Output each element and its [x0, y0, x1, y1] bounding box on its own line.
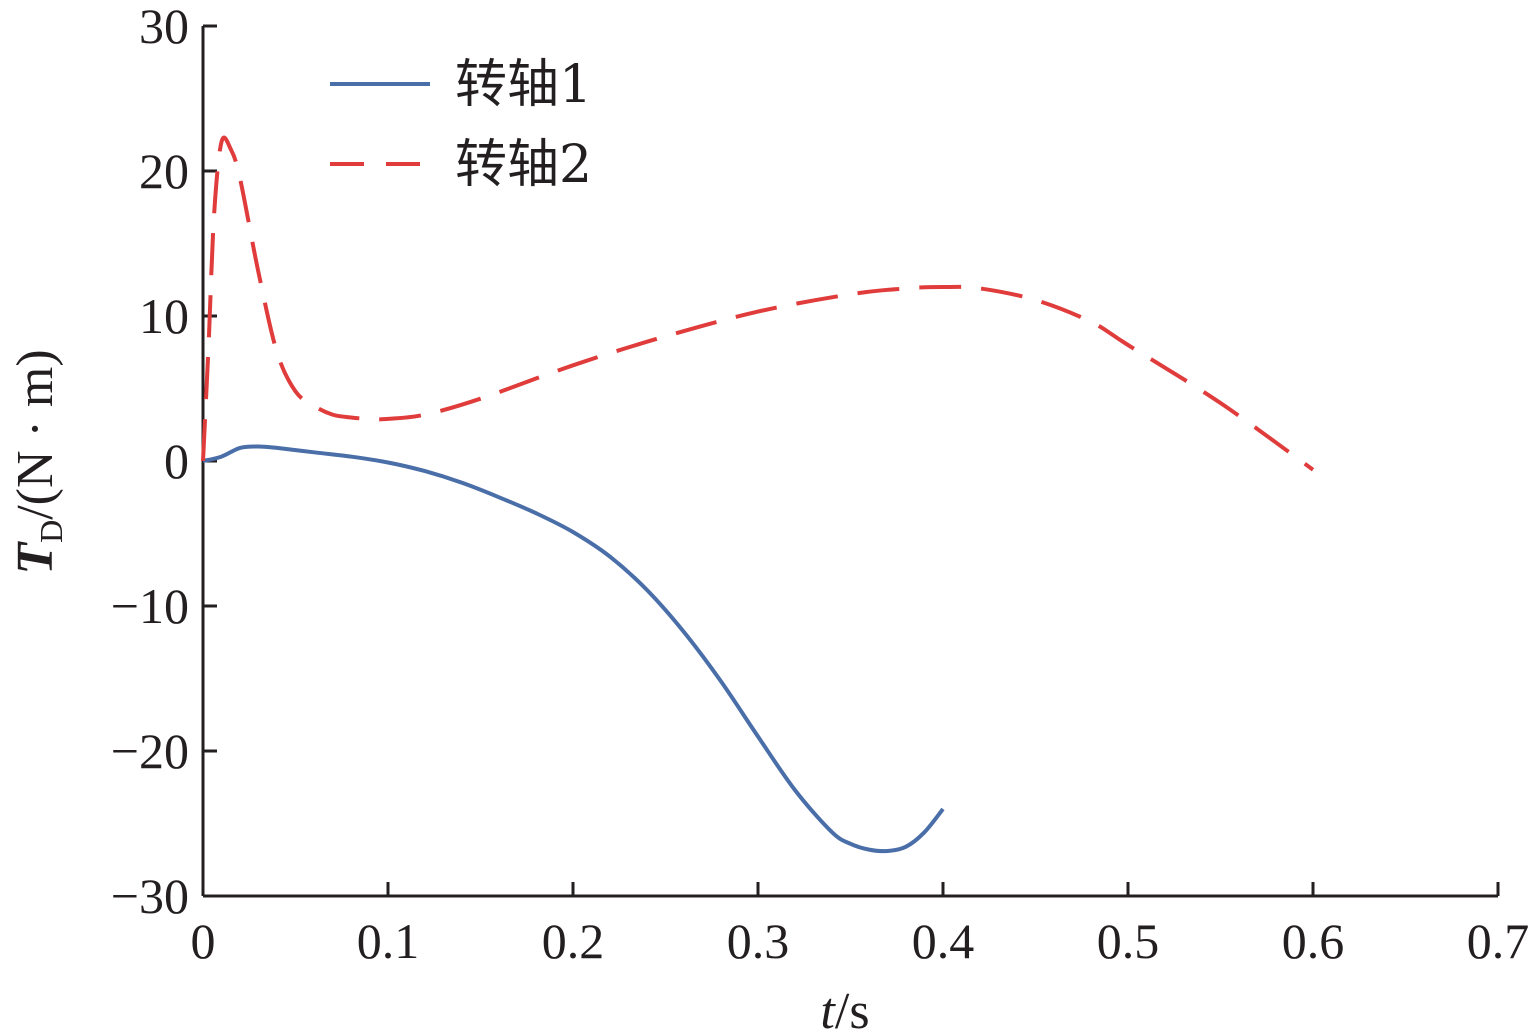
- y-tick-label: 10: [139, 288, 189, 344]
- x-axis-title-italic: t: [820, 983, 836, 1031]
- x-tick-label: 0.5: [1097, 913, 1160, 969]
- tick-labels: −30 −20 −10 0 10 20 30 0 0.1 0.2 0.3 0.4 0.5 0.6 0.7: [111, 0, 1529, 969]
- series-layer: [201, 135, 1315, 854]
- y-axis-title-subscript: D: [33, 520, 69, 543]
- legend-label-1: 转轴1: [455, 55, 592, 115]
- x-tick-label: 0.2: [542, 913, 605, 969]
- y-axis-title-unit: /(N · m): [7, 349, 64, 519]
- x-tick-label: 0.7: [1467, 913, 1530, 969]
- series-line-1: [202, 444, 945, 854]
- x-axis-title-unit: /s: [835, 983, 870, 1031]
- x-tick-label: 0.1: [357, 913, 420, 969]
- y-tick-label: 30: [139, 0, 189, 54]
- y-axis-title: TD/(N · m): [7, 349, 69, 574]
- tick-marks: [201, 24, 1500, 898]
- y-tick-label: −20: [111, 723, 189, 779]
- y-axis-title-italic: T: [7, 541, 64, 575]
- y-tick-label: −30: [111, 868, 189, 924]
- y-tick-label: 20: [139, 143, 189, 199]
- axes: [201, 26, 1498, 898]
- x-tick-label: 0.6: [1282, 913, 1345, 969]
- y-tick-label: −10: [111, 578, 189, 634]
- legend-label-2: 转轴2: [455, 135, 592, 195]
- x-axis-title: t/s: [820, 983, 869, 1031]
- x-tick-label: 0.4: [912, 913, 975, 969]
- x-tick-label: 0.3: [727, 913, 790, 969]
- series-line-2: [201, 135, 1315, 472]
- x-tick-label: 0: [191, 913, 216, 969]
- axis-titles: t/s TD/(N · m): [7, 349, 870, 1031]
- y-tick-label: 0: [164, 433, 189, 489]
